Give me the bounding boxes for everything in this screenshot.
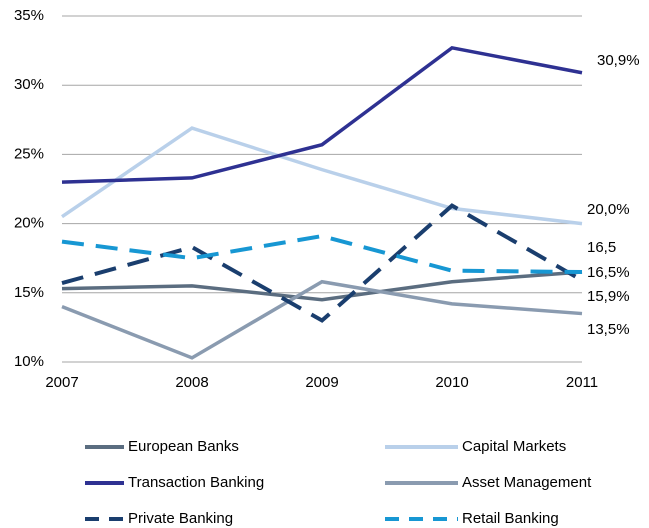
x-tick-label: 2008 bbox=[175, 374, 208, 391]
y-tick-label: 30% bbox=[14, 76, 44, 93]
series-line bbox=[61, 203, 583, 323]
y-tick-label: 25% bbox=[14, 145, 44, 162]
legend-label: Retail Banking bbox=[462, 510, 559, 527]
value-label: 15,9% bbox=[587, 288, 630, 305]
value-label: 16,5% bbox=[587, 264, 630, 281]
value-label: 13,5% bbox=[587, 321, 630, 338]
series-line bbox=[61, 45, 583, 184]
series-line bbox=[61, 234, 583, 275]
series-line bbox=[61, 279, 583, 360]
legend-label: European Banks bbox=[128, 438, 239, 455]
x-tick-label: 2007 bbox=[45, 374, 78, 391]
x-tick-label: 2011 bbox=[566, 374, 598, 391]
y-tick-label: 10% bbox=[14, 353, 44, 370]
legend-label: Transaction Banking bbox=[128, 474, 264, 491]
value-label: 16,5 bbox=[587, 239, 616, 256]
value-label: 20,0% bbox=[587, 201, 630, 218]
x-tick-label: 2010 bbox=[435, 374, 468, 391]
value-label: 30,9% bbox=[597, 52, 640, 69]
legend-label: Asset Management bbox=[462, 474, 592, 491]
series-line bbox=[61, 126, 583, 226]
legend-label: Capital Markets bbox=[462, 438, 566, 455]
y-tick-label: 20% bbox=[14, 215, 44, 232]
x-tick-label: 2009 bbox=[305, 374, 338, 391]
series-line bbox=[61, 270, 583, 302]
y-tick-label: 35% bbox=[14, 7, 44, 24]
legend-label: Private Banking bbox=[128, 510, 233, 527]
y-tick-label: 15% bbox=[14, 284, 44, 301]
